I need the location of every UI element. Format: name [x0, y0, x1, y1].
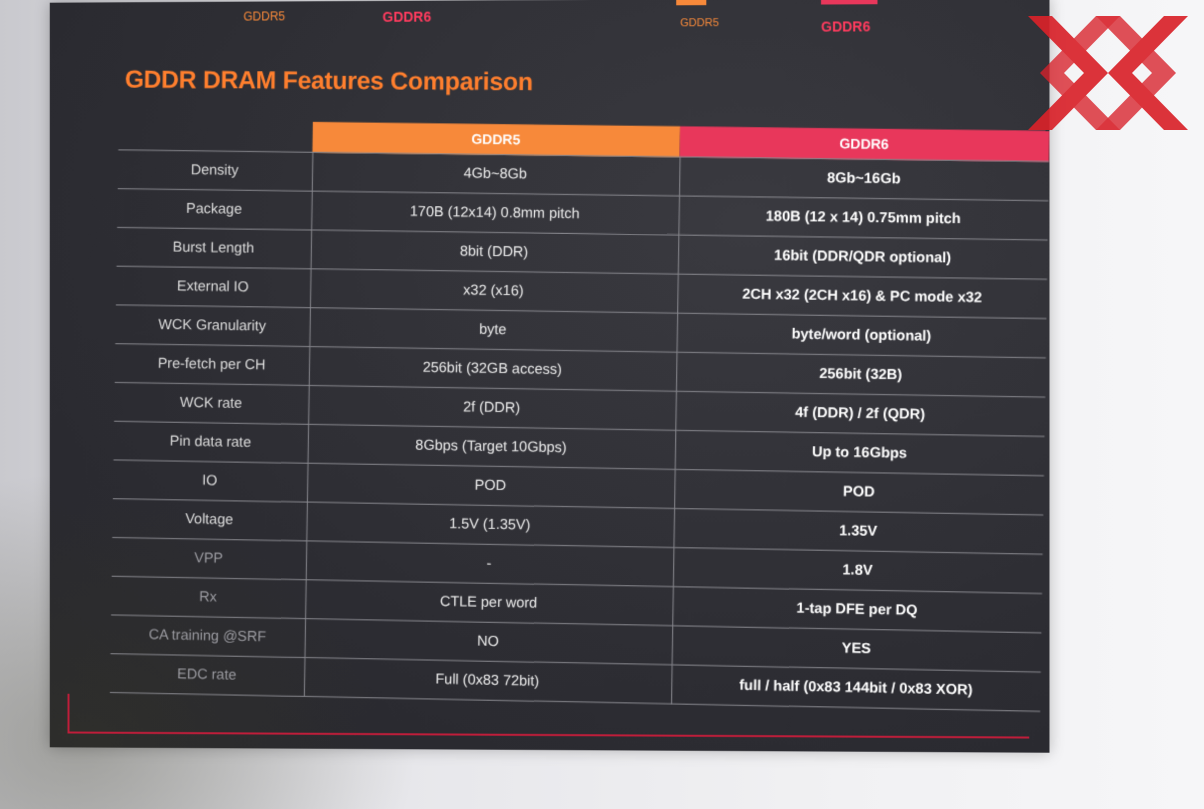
cell-gddr5: -	[306, 541, 674, 587]
cell-gddr5: 8bit (DDR)	[311, 230, 679, 274]
cell-gddr5: 4Gb~8Gb	[312, 152, 680, 196]
cell-gddr5: byte	[309, 308, 677, 353]
cell-gddr6: byte/word (optional)	[677, 313, 1047, 358]
cell-gddr6: full / half (0x83 144bit / 0x83 XOR)	[671, 665, 1041, 712]
page-title: GDDR DRAM Features Comparison	[125, 66, 533, 97]
cell-feature: Burst Length	[117, 227, 312, 269]
comparison-table-wrap: GDDR5 GDDR6 Density 4Gb~8Gb 8Gb~16Gb Packag…	[110, 120, 1050, 712]
cell-feature: WCK Granularity	[115, 305, 310, 347]
cell-gddr6: 2CH x32 (2CH x16) & PC mode x32	[677, 274, 1047, 319]
cell-gddr6: 8Gb~16Gb	[679, 157, 1049, 201]
cell-gddr6: 1.8V	[673, 548, 1043, 594]
cell-feature: Pin data rate	[114, 421, 309, 463]
cell-gddr6: 256bit (32B)	[676, 352, 1046, 397]
header-feature	[118, 120, 313, 153]
xx-logo-icon	[1028, 16, 1188, 130]
cell-feature: Density	[118, 150, 313, 191]
header-gddr5: GDDR5	[312, 122, 680, 157]
cell-gddr6: 4f (DDR) / 2f (QDR)	[675, 391, 1045, 436]
top-label-gddr6-right: GDDR6	[821, 18, 870, 34]
cell-gddr5: x32 (x16)	[310, 269, 678, 313]
cell-feature: IO	[113, 460, 308, 502]
cell-gddr6: Up to 16Gbps	[675, 430, 1045, 475]
table-body: Density 4Gb~8Gb 8Gb~16Gb Package 170B (12x14…	[110, 150, 1049, 712]
poster: GDDR5 GDDR6 GDDR5 GDDR6 GDDR DRAM Featur…	[50, 0, 1050, 753]
cell-feature: Package	[117, 189, 312, 230]
cell-feature: Voltage	[112, 499, 307, 541]
cell-feature: Pre-fetch per CH	[115, 344, 310, 386]
cell-feature: External IO	[116, 266, 311, 308]
cell-feature: CA training @SRF	[110, 615, 305, 658]
cell-gddr6: 180B (12 x 14) 0.75mm pitch	[679, 196, 1049, 240]
cell-feature: WCK rate	[114, 382, 309, 424]
cell-gddr5: Full (0x83 72bit)	[304, 658, 672, 704]
cell-gddr5: 1.5V (1.35V)	[306, 502, 674, 548]
cell-gddr6: 1.35V	[674, 509, 1044, 555]
cell-gddr5: 2f (DDR)	[308, 386, 676, 431]
comparison-table: GDDR5 GDDR6 Density 4Gb~8Gb 8Gb~16Gb Packag…	[110, 120, 1050, 712]
cell-feature: EDC rate	[110, 654, 305, 697]
cell-feature: Rx	[111, 576, 306, 618]
cell-gddr6: 16bit (DDR/QDR optional)	[678, 235, 1048, 279]
cell-gddr6: POD	[674, 469, 1044, 515]
top-label-gddr6-left: GDDR6	[382, 9, 431, 25]
header-gddr6: GDDR6	[680, 126, 1050, 161]
cell-feature: VPP	[112, 537, 307, 579]
cell-gddr5: POD	[307, 463, 675, 508]
cell-gddr5: 8Gbps (Target 10Gbps)	[308, 424, 676, 469]
cell-gddr5: 170B (12x14) 0.8mm pitch	[311, 191, 679, 235]
top-bar-gddr6	[821, 0, 877, 5]
top-label-gddr5-right: GDDR5	[680, 17, 719, 29]
frame-line-left	[68, 694, 70, 734]
top-label-gddr5-left: GDDR5	[243, 9, 285, 23]
top-bar-gddr5	[676, 0, 706, 5]
cell-gddr5: 256bit (32GB access)	[309, 347, 677, 392]
